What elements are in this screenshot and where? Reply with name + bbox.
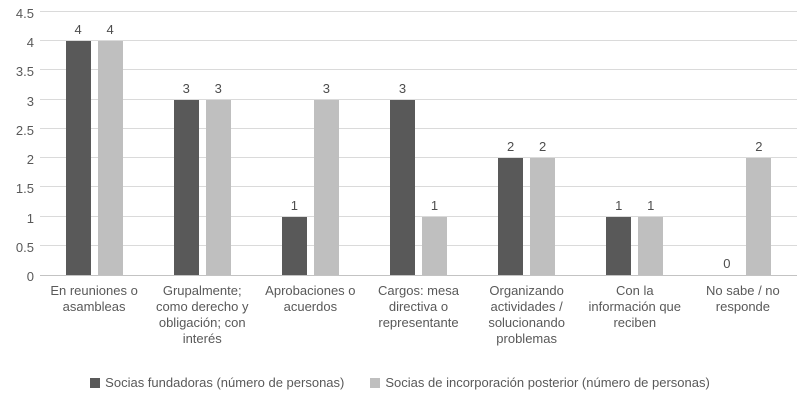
bar — [313, 99, 339, 275]
y-axis-tick-label: 1.5 — [15, 181, 34, 197]
y-axis-tick-label: 3.5 — [15, 64, 34, 80]
bar — [421, 216, 447, 275]
y-axis-tick-label: 3 — [26, 93, 34, 109]
category-label: Aprobaciones o acuerdos — [265, 283, 356, 314]
bar-column: 1 — [421, 13, 447, 275]
bar-column: 4 — [97, 13, 123, 275]
legend-item: Socias fundadoras (número de personas) — [90, 375, 344, 390]
y-axis-tick-label: 0 — [26, 269, 34, 284]
bar — [746, 158, 772, 275]
gridline — [40, 11, 797, 12]
bar-value-label: 2 — [507, 139, 515, 155]
bar — [173, 99, 199, 275]
category-label: Grupalmente; como derecho y obligación; … — [155, 283, 249, 346]
gridline — [40, 127, 797, 129]
bar-column: 3 — [173, 13, 199, 275]
legend-item: Socias de incorporación posterior (númer… — [370, 375, 710, 390]
legend: Socias fundadoras (número de personas) So… — [0, 375, 800, 390]
y-axis-tick-label: 1 — [26, 210, 34, 226]
bar-column: 1 — [638, 13, 664, 275]
bar-column: 1 — [281, 13, 307, 275]
bar-value-label: 1 — [647, 197, 655, 213]
bar-value-label: 3 — [214, 80, 222, 96]
bar — [389, 99, 415, 275]
y-axis-tick-label: 2 — [26, 152, 34, 168]
gridline — [40, 186, 797, 188]
bar — [530, 158, 556, 275]
bar-value-label: 4 — [106, 22, 114, 38]
bar-column: 2 — [498, 13, 524, 275]
category-label: Organizando actividades / solucionando p… — [488, 283, 565, 346]
y-axis-tick-label: 4 — [26, 35, 34, 51]
legend-swatch-icon — [90, 377, 101, 388]
bar-column: 3 — [313, 13, 339, 275]
bar-column: 4 — [65, 13, 91, 275]
category-label: No sabe / no responde — [706, 283, 780, 314]
category-label: En reuniones o asambleas — [50, 283, 138, 314]
gridline — [40, 69, 797, 71]
x-axis-category-labels: En reuniones o asambleas Grupalmente; com… — [40, 283, 797, 346]
category-label: Cargos: mesa directiva o representante — [378, 283, 459, 330]
bar — [281, 216, 307, 275]
bar-value-label: 3 — [398, 80, 407, 96]
gridline — [40, 98, 797, 100]
bar-value-label: 1 — [430, 197, 439, 213]
legend-swatch-icon — [370, 377, 381, 388]
category-label: Con la información que reciben — [588, 283, 682, 330]
bar-column: 2 — [530, 13, 556, 275]
legend-label: Socias de incorporación posterior (númer… — [385, 375, 710, 390]
bar-value-label: 3 — [182, 80, 190, 96]
bar-value-label: 0 — [723, 256, 731, 271]
bar — [97, 41, 123, 275]
y-axis-tick-label: 4.5 — [15, 6, 34, 21]
gridline — [40, 157, 797, 159]
bar — [65, 41, 91, 275]
bar-column: 0 — [714, 13, 739, 275]
gridline — [40, 244, 797, 246]
bar-value-label: 1 — [615, 197, 623, 213]
y-axis-tick-label: 2.5 — [15, 122, 34, 138]
bar-value-label: 1 — [290, 197, 298, 213]
bar-column: 3 — [389, 13, 415, 275]
legend-label: Socias fundadoras (número de personas) — [105, 375, 345, 390]
bar-column: 2 — [746, 13, 772, 275]
bar — [606, 216, 632, 275]
y-axis-tick-label: 0.5 — [15, 239, 34, 255]
bar — [205, 99, 231, 275]
bar-value-label: 2 — [539, 139, 547, 155]
bar — [498, 158, 524, 275]
gridline — [40, 40, 797, 42]
bar-value-label: 4 — [74, 22, 82, 38]
bar-column: 1 — [606, 13, 632, 275]
gridline — [40, 215, 797, 217]
bar-column: 3 — [205, 13, 231, 275]
bar-value-label: 3 — [322, 80, 330, 96]
bar-value-label: 2 — [755, 139, 763, 155]
bar — [638, 216, 664, 275]
